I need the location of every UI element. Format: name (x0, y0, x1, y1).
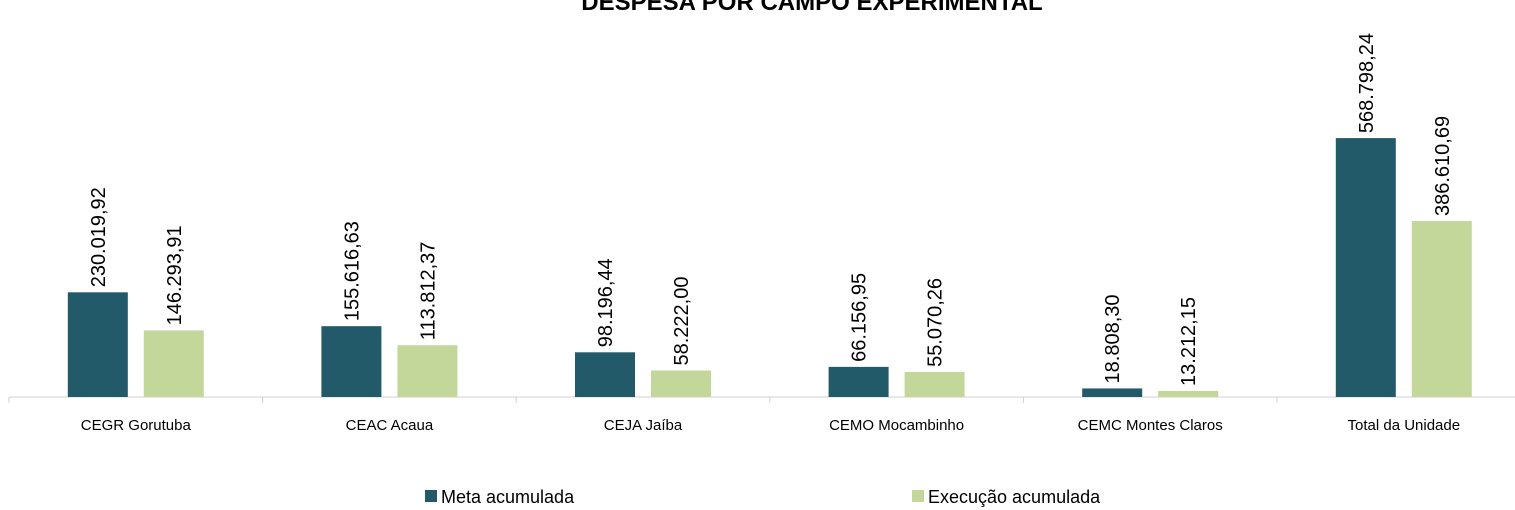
x-tick-label: Total da Unidade (1348, 417, 1461, 434)
data-label: 386.610,69 (1432, 116, 1454, 216)
legend-label: Meta acumulada (441, 487, 575, 507)
bar (1411, 221, 1472, 397)
data-label: 58.222,00 (671, 277, 693, 366)
bar (397, 345, 458, 397)
data-label: 55.070,26 (925, 278, 947, 367)
x-tick-label: CEGR Gorutuba (81, 417, 192, 434)
bar (143, 330, 204, 397)
legend-label: Execução acumulada (928, 487, 1101, 507)
bar (828, 366, 889, 397)
bar (1082, 388, 1143, 397)
data-label: 146.293,91 (164, 225, 186, 325)
x-tick-label: CEAC Acaua (346, 417, 434, 434)
bar (651, 370, 711, 397)
x-tick-label: CEJA Jaíba (604, 417, 683, 434)
data-label: 18.808,30 (1102, 294, 1124, 383)
legend-swatch (425, 490, 437, 502)
chart-title: DESPESA POR CAMPO EXPERIMENTAL (581, 0, 1042, 16)
legend-swatch (912, 490, 924, 502)
data-label: 113.812,37 (417, 242, 439, 341)
data-label: 66.156,95 (849, 273, 871, 362)
data-label: 568.798,24 (1356, 33, 1378, 133)
bar (1158, 390, 1219, 397)
data-label: 98.196,44 (595, 258, 617, 347)
x-tick-label: CEMO Mocambinho (829, 417, 964, 434)
data-label: 155.616,63 (341, 221, 363, 321)
bar (321, 326, 382, 397)
bar (575, 352, 635, 397)
bar (1335, 138, 1396, 397)
bar (904, 371, 965, 397)
bar (67, 292, 128, 397)
x-tick-label: CEMC Montes Claros (1078, 417, 1223, 434)
data-label: 13.212,15 (1178, 297, 1200, 386)
data-label: 230.019,92 (88, 187, 110, 287)
